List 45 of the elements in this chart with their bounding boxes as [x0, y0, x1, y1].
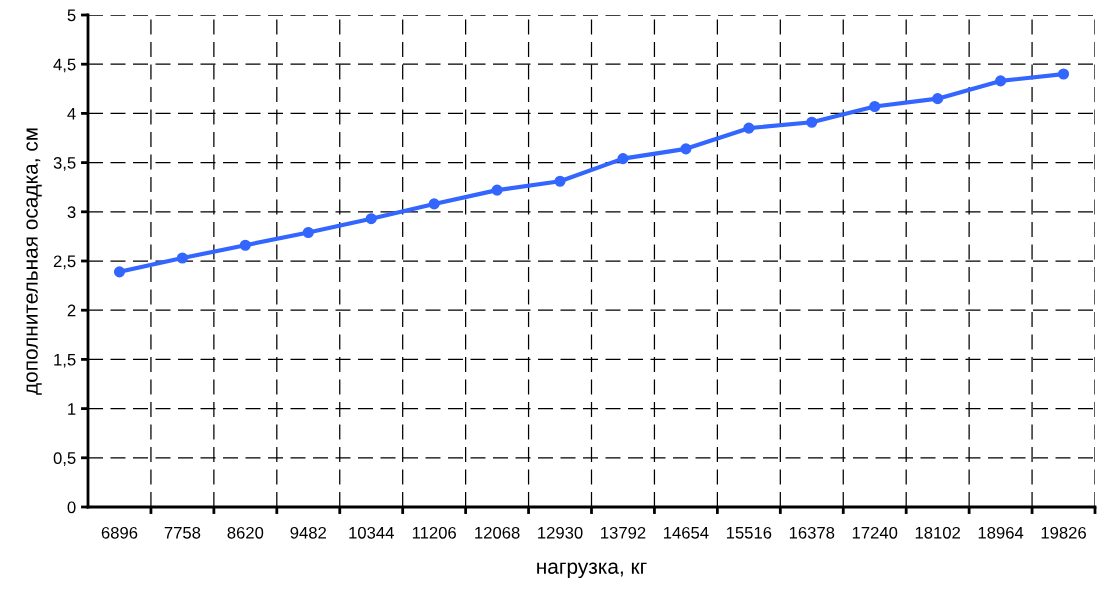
point — [806, 116, 818, 128]
y-tick-label: 1,5 — [54, 353, 76, 368]
x-tick-label: 9482 — [290, 526, 326, 539]
point — [113, 266, 126, 278]
y-tick-label: 2,5 — [53, 255, 76, 270]
y-tick-label: 4,5 — [53, 58, 76, 73]
y-tick-label: 2 — [67, 304, 76, 317]
y-tick-label: 0 — [67, 501, 76, 514]
point — [428, 198, 440, 210]
x-tick-label: 18102 — [915, 526, 960, 539]
y-tick-label: 5 — [67, 9, 76, 22]
x-tick-label: 6896 — [101, 526, 138, 539]
x-tick-label: 17240 — [852, 526, 898, 539]
x-axis-title: нагрузка, кг — [537, 562, 647, 579]
y-axis-title: дополнительная осадка, см — [26, 128, 42, 395]
x-tick-label: 13792 — [601, 526, 646, 539]
point — [239, 239, 251, 251]
x-tick-label: 11206 — [412, 526, 456, 539]
y-tick-label: 3 — [67, 206, 76, 218]
point — [365, 213, 377, 225]
y-tick-label: 4 — [67, 107, 76, 120]
point — [491, 184, 503, 196]
point — [680, 143, 692, 155]
y-tick-label: 1 — [68, 403, 76, 415]
x-tick-label: 18964 — [978, 526, 1024, 539]
x-tick-label: 7758 — [164, 526, 201, 539]
x-tick-label: 12930 — [538, 526, 583, 539]
point — [932, 93, 944, 105]
point — [995, 75, 1007, 87]
point — [1057, 68, 1070, 80]
x-tick-label: 15516 — [726, 526, 772, 539]
point — [743, 122, 755, 134]
x-tick-label: 14654 — [664, 526, 709, 539]
y-tick-label: 0,5 — [53, 452, 76, 466]
x-tick-label: 10344 — [349, 526, 394, 539]
point — [176, 252, 188, 264]
point — [302, 226, 314, 239]
y-tick-label: 3,5 — [53, 157, 76, 171]
x-tick-label: 16378 — [789, 526, 835, 539]
x-tick-label: 12068 — [475, 526, 520, 539]
x-tick-label: 19826 — [1041, 526, 1086, 539]
point — [869, 100, 881, 113]
point — [554, 175, 566, 187]
point — [617, 153, 629, 165]
x-tick-label: 8620 — [227, 526, 264, 539]
